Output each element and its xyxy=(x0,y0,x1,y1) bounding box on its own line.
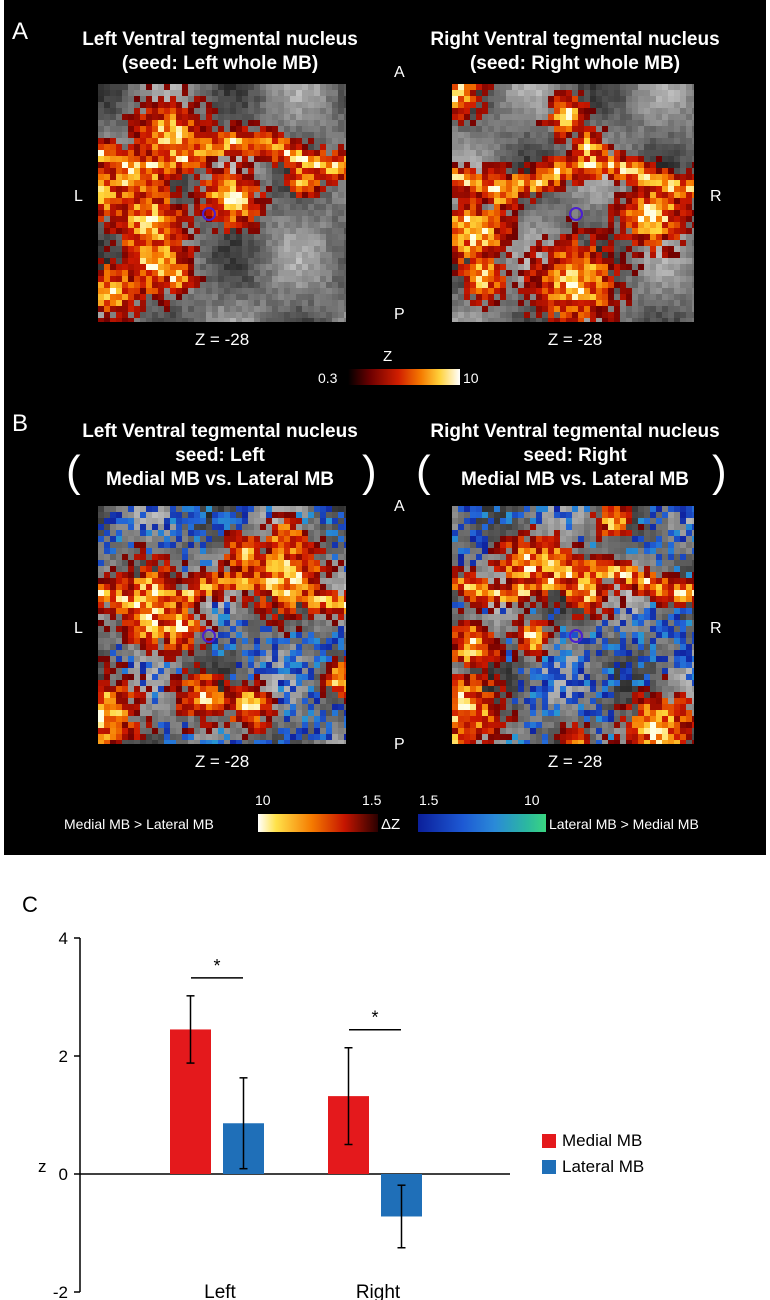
x-category-label: Right xyxy=(356,1282,401,1300)
panel-a-right-slice-label: Z = -28 xyxy=(547,330,603,349)
legend-swatch-lateral-mb xyxy=(542,1160,556,1174)
panel-b-colorbar-left-text: Medial MB > Lateral MB xyxy=(64,816,214,832)
panel-b-cool-colorbar xyxy=(418,814,546,832)
panel-b-right-title-line3: Medial MB vs. Lateral MB xyxy=(460,469,690,490)
panel-a-colorbar-label: Z xyxy=(383,348,393,365)
panel-a-right-title-line2: (seed: Right whole MB) xyxy=(469,53,681,74)
panel-b-colorbar-right-text: Lateral MB > Medial MB xyxy=(549,816,699,832)
panel-a-letter: A xyxy=(12,18,29,45)
panel-b-cool-min-label: 1.5 xyxy=(419,792,439,808)
panel-b-left-title-line1: Left Ventral tegmental nucleus xyxy=(82,421,358,442)
panel-b-right-title-line1: Right Ventral tegmental nucleus xyxy=(430,421,720,442)
panel-a-right-brain-slice xyxy=(452,84,694,322)
panel-b-left-close-paren: ) xyxy=(362,447,377,496)
panel-b-posterior-label: P xyxy=(394,736,405,753)
panel-b-right-title-line2: seed: Right xyxy=(523,445,627,466)
panel-b-warm-colorbar xyxy=(258,814,378,832)
panel-b-right-open-paren: ( xyxy=(416,447,431,496)
panel-b-anterior-label: A xyxy=(394,498,405,515)
y-tick-label: 0 xyxy=(59,1165,68,1184)
panel-a-colorbar xyxy=(348,369,460,385)
panel-a-left-title-line1: Left Ventral tegmental nucleus xyxy=(82,29,358,50)
y-tick-label: 4 xyxy=(59,929,68,948)
panel-a-posterior-label: P xyxy=(394,306,405,323)
significance-star: * xyxy=(371,1008,378,1028)
panel-b-right-close-paren: ) xyxy=(712,447,727,496)
seed-location-marker xyxy=(569,629,583,643)
y-tick-label: -2 xyxy=(53,1283,68,1300)
panel-c-bar-chart: C -2 0 2 4 z Left Right * * Medial MB Lateral MB xyxy=(22,892,644,1300)
panel-a-left-orient-label: L xyxy=(74,188,83,205)
panel-c-letter: C xyxy=(22,892,38,917)
panel-b-right-brain-slice xyxy=(452,506,694,744)
y-tick-label: 2 xyxy=(59,1047,68,1066)
panel-a-left-brain-slice xyxy=(98,84,346,322)
seed-location-marker xyxy=(569,207,583,221)
seed-location-marker xyxy=(202,207,216,221)
panel-b-warm-max-label: 10 xyxy=(255,792,271,808)
panel-a-left-title-line2: (seed: Left whole MB) xyxy=(121,53,319,74)
panel-a-colorbar-min: 0.3 xyxy=(318,370,338,386)
x-category-label: Left xyxy=(204,1282,236,1300)
panel-b-right-slice-label: Z = -28 xyxy=(547,752,603,771)
y-axis-label: z xyxy=(38,1157,47,1176)
panel-b-left-orient-label: L xyxy=(74,620,83,637)
panel-b-left-slice-label: Z = -28 xyxy=(194,752,250,771)
legend-label-medial-mb: Medial MB xyxy=(562,1131,642,1150)
legend-label-lateral-mb: Lateral MB xyxy=(562,1157,644,1176)
panel-a-colorbar-max: 10 xyxy=(463,370,479,386)
panel-a-anterior-label: A xyxy=(394,64,405,81)
panel-b-left-brain-slice xyxy=(98,506,346,744)
panel-a-left-slice-label: Z = -28 xyxy=(194,330,250,349)
seed-location-marker xyxy=(202,629,216,643)
panel-b-letter: B xyxy=(12,410,29,437)
panel-a-right-title-line1: Right Ventral tegmental nucleus xyxy=(430,29,720,50)
panel-b-cool-max-label: 10 xyxy=(524,792,540,808)
panel-b-warm-min-label: 1.5 xyxy=(362,792,382,808)
panel-b-left-title-line2: seed: Left xyxy=(175,445,265,466)
panel-b-colorbar-center-label: ΔZ xyxy=(381,816,401,833)
panel-a-right-orient-label: R xyxy=(710,188,722,205)
significance-star: * xyxy=(213,956,220,976)
panel-b-right-orient-label: R xyxy=(710,620,722,637)
panel-b-left-title-line3: Medial MB vs. Lateral MB xyxy=(105,469,335,490)
legend-swatch-medial-mb xyxy=(542,1134,556,1148)
panel-b-left-open-paren: ( xyxy=(66,447,81,496)
